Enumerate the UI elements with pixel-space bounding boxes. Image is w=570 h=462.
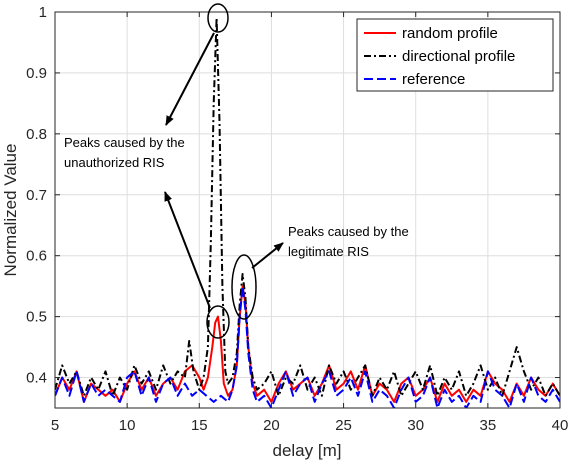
peak-ellipse-random [206, 305, 230, 339]
annotation-unauthorized: Peaks caused by the unauthorized RIS [64, 3, 230, 339]
y-tick-label: 0.9 [26, 65, 47, 82]
legend: random profile directional profile refer… [356, 18, 554, 92]
x-axis-label: delay [m] [273, 441, 342, 460]
x-tick-label: 20 [263, 417, 280, 434]
legend-label-random-profile: random profile [402, 25, 498, 42]
y-tick-label: 0.5 [26, 309, 47, 326]
y-tick-label: 0.4 [26, 370, 47, 387]
y-tick-label: 1 [39, 4, 47, 21]
x-tick-label: 10 [119, 417, 136, 434]
x-tick-label: 15 [191, 417, 208, 434]
axes-box [54, 11, 561, 409]
x-tick-label: 40 [552, 417, 569, 434]
x-tick-label: 35 [480, 417, 497, 434]
arrow-to-legitimate-label [251, 242, 284, 269]
y-axis-label: Normalized Value [1, 144, 20, 277]
legend-label-directional-profile: directional profile [402, 48, 515, 65]
peak-ellipse-legitimate [231, 254, 257, 320]
legend-label-reference: reference [402, 71, 465, 88]
y-tick-label: 0.8 [26, 126, 47, 143]
annotation-legitimate-line-1: Peaks caused by the [288, 224, 409, 239]
annotation-unauthorized-line-1: Peaks caused by the [64, 135, 185, 150]
series-line-directional-profile [55, 17, 560, 397]
series-line-reference [55, 285, 560, 408]
y-tick-label: 0.7 [26, 187, 47, 204]
x-tick-label: 30 [407, 417, 424, 434]
y-tick-label: 0.6 [26, 248, 47, 265]
x-tick-label: 25 [335, 417, 352, 434]
series-lines [55, 17, 560, 408]
peak-ellipse-directional [207, 3, 229, 33]
arrow-to-unauthorized-label-1 [165, 32, 215, 126]
annotation-unauthorized-line-2: unauthorized RIS [64, 155, 165, 170]
x-tick-label: 5 [51, 417, 59, 434]
annotation-legitimate-line-2: legitimate RIS [288, 244, 369, 259]
annotation-legitimate: Peaks caused by the legitimate RIS [231, 224, 409, 320]
ticks: 5 10 15 20 25 30 35 40 0.4 0.5 0.6 0.7 0.8 0.9 1 [26, 4, 568, 434]
arrow-to-unauthorized-label-2 [164, 191, 211, 309]
